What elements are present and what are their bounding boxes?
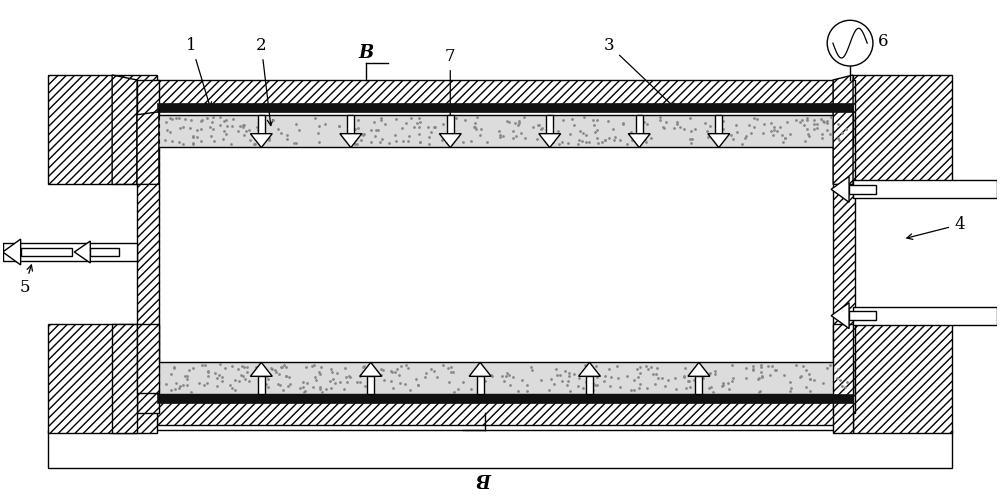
Bar: [157, 103, 853, 112]
Text: B: B: [358, 44, 373, 62]
Polygon shape: [579, 362, 600, 376]
Bar: [546, 115, 553, 134]
Polygon shape: [250, 362, 272, 376]
Bar: [157, 362, 853, 394]
Text: 2: 2: [256, 37, 273, 125]
Bar: [137, 80, 159, 413]
Polygon shape: [137, 112, 159, 184]
Polygon shape: [833, 75, 853, 184]
Polygon shape: [112, 75, 137, 184]
Polygon shape: [708, 134, 730, 148]
Polygon shape: [74, 241, 90, 263]
Bar: [853, 324, 952, 433]
Bar: [347, 115, 354, 134]
Polygon shape: [3, 239, 21, 265]
Bar: [636, 115, 643, 134]
Bar: [157, 105, 853, 400]
Bar: [477, 376, 484, 394]
Polygon shape: [439, 134, 461, 148]
Polygon shape: [831, 303, 849, 329]
Bar: [21, 247, 72, 257]
Bar: [48, 324, 157, 433]
Polygon shape: [340, 134, 362, 148]
Bar: [849, 185, 876, 194]
Bar: [3, 243, 137, 261]
Bar: [833, 80, 855, 413]
Bar: [48, 75, 157, 184]
Polygon shape: [250, 134, 272, 148]
Text: 6: 6: [878, 33, 888, 50]
Polygon shape: [831, 176, 849, 202]
Bar: [258, 376, 265, 394]
Polygon shape: [539, 134, 561, 148]
Text: 1: 1: [186, 37, 211, 108]
Polygon shape: [469, 362, 491, 376]
Bar: [367, 376, 374, 394]
Text: 4: 4: [907, 216, 965, 239]
Bar: [853, 307, 997, 325]
Bar: [849, 311, 876, 320]
Bar: [695, 376, 702, 394]
Polygon shape: [112, 324, 137, 433]
Bar: [157, 80, 853, 105]
Bar: [447, 115, 454, 134]
Bar: [258, 115, 265, 134]
Text: B: B: [477, 469, 493, 487]
Bar: [853, 75, 952, 184]
Bar: [48, 430, 952, 468]
Text: 5: 5: [19, 265, 32, 296]
Polygon shape: [360, 362, 382, 376]
Bar: [90, 248, 119, 256]
Polygon shape: [833, 324, 853, 433]
Text: 7: 7: [445, 48, 456, 143]
Bar: [586, 376, 593, 394]
Polygon shape: [628, 134, 650, 148]
Polygon shape: [688, 362, 710, 376]
Polygon shape: [137, 324, 159, 393]
Bar: [157, 115, 853, 147]
Bar: [715, 115, 722, 134]
Text: 3: 3: [604, 37, 676, 109]
Bar: [157, 394, 853, 403]
Bar: [157, 400, 853, 425]
Bar: [853, 180, 997, 198]
